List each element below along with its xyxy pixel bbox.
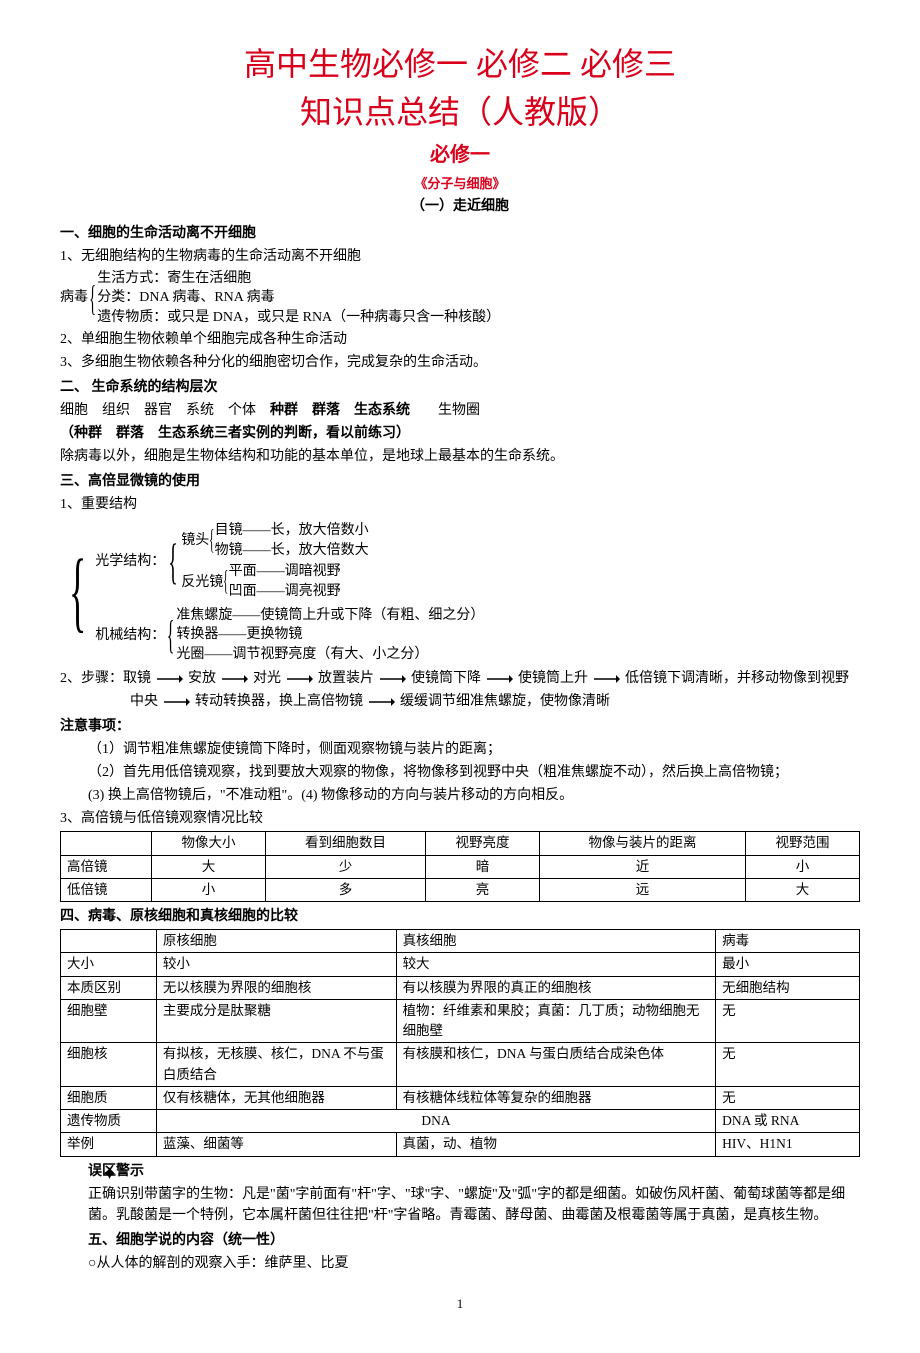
steps-line2: 中央 转动转换器，换上高倍物镜 缓缓调节细准焦螺旋，使物像清晰	[60, 691, 860, 712]
table-cell-compare: 原核细胞真核细胞病毒 大小较小较大最小 本质区别无以核膜为界限的细胞核有以核膜为…	[60, 929, 860, 1157]
mirror-label: 反光镜	[181, 562, 223, 601]
s2-tail: 生物圈	[410, 403, 480, 418]
arrow-icon	[157, 674, 183, 684]
optical-label: 光学结构：	[95, 519, 165, 603]
brace-icon: {	[69, 517, 86, 666]
s5-p1: ○从人体的解剖的观察入手：维萨里、比夏	[60, 1253, 860, 1274]
section5-head: 五、细胞学说的内容（统一性）	[60, 1230, 860, 1251]
table-magnification: 物像大小 看到细胞数目 视野亮度 物像与装片的距离 视野范围 高倍镜大少暗近小 …	[60, 831, 860, 902]
table-row: 细胞质仅有核糖体，无其他细胞器有核糖体线粒体等复杂的细胞器无	[61, 1086, 860, 1109]
arrow-icon	[222, 674, 248, 684]
s1-p1: 1、无细胞结构的生物病毒的生命活动离不开细胞	[60, 246, 860, 267]
mirror-b: 凹面——调亮视野	[229, 582, 341, 602]
notice-head: 注意事项：	[60, 716, 860, 737]
lens-label: 镜头	[181, 521, 209, 560]
table-row: 低倍镜小多亮远大	[61, 878, 860, 901]
brace-icon: {	[89, 269, 96, 328]
virus-label: 病毒	[60, 269, 88, 328]
brace-icon: {	[209, 521, 214, 560]
table-row: 遗传物质DNADNA 或 RNA	[61, 1110, 860, 1133]
section3-head: 三、高倍显微镜的使用	[60, 471, 860, 492]
mirror-a: 平面——调暗视野	[229, 562, 341, 582]
arrow-icon	[369, 697, 395, 707]
arrow-icon	[594, 674, 620, 684]
arrow-icon	[487, 674, 513, 684]
arrow-icon	[164, 697, 190, 707]
structure-block: { 光学结构： { 镜头 { 目镜——长，放大倍数小 物镜——长，放大倍数大 反…	[60, 517, 860, 666]
s2-line: 细胞 组织 器官 系统 个体 种群 群落 生态系统 生物圈	[60, 400, 860, 421]
mech-label: 机械结构：	[95, 606, 165, 665]
lens-a: 目镜——长，放大倍数小	[215, 521, 369, 541]
table-row: 细胞壁主要成分是肽聚糖植物：纤维素和果胶；真菌：几丁质；动物细胞无细胞壁无	[61, 999, 860, 1043]
n2: （2）首先用低倍镜观察，找到要放大观察的物像，将物像移到视野中央（粗准焦螺旋不动…	[60, 762, 860, 783]
arrow-icon	[380, 674, 406, 684]
brace-icon: {	[168, 519, 178, 603]
mech-c: 光圈——调节视野亮度（有大、小之分）	[176, 645, 484, 665]
s1-p2: 2、单细胞生物依赖单个细胞完成各种生命活动	[60, 329, 860, 350]
section4-head: 四、病毒、原核细胞和真核细胞的比较	[60, 906, 860, 927]
n1: （1）调节粗准焦螺旋使镜筒下降时，侧面观察物镜与装片的距离；	[60, 739, 860, 760]
s1-p3: 3、多细胞生物依赖各种分化的细胞密切合作，完成复杂的生命活动。	[60, 352, 860, 373]
steps-line1: 2、步骤：取镜 安放 对光 放置装片 使镜筒下降 使镜筒上升 低倍镜下调清晰，并…	[60, 668, 860, 689]
s3-p1: 1、重要结构	[60, 494, 860, 515]
table-row: 大小较小较大最小	[61, 953, 860, 976]
s2-line-a: 细胞 组织 器官 系统 个体	[60, 403, 270, 418]
warn-head: 误区警示	[60, 1161, 860, 1182]
title-sub: 必修一	[60, 140, 860, 170]
mech-b: 转换器——更换物镜	[176, 625, 484, 645]
table-row: 举例蓝藻、细菌等真菌，动、植物HIV、H1N1	[61, 1133, 860, 1156]
brace-icon: {	[167, 606, 175, 665]
section1-head: 一、细胞的生命活动离不开细胞	[60, 223, 860, 244]
title-line2: 知识点总结（人教版）	[60, 88, 860, 136]
brace-icon: {	[223, 562, 228, 601]
s2-note: （种群 群落 生态系统三者实例的判断，看以前练习）	[60, 423, 860, 444]
virus-block: 病毒 { 生活方式：寄生在活细胞 分类：DNA 病毒、RNA 病毒 遗传物质：或…	[60, 269, 860, 328]
star-icon: ✦	[102, 1161, 117, 1188]
table-row: 原核细胞真核细胞病毒	[61, 930, 860, 953]
s2-bold: 种群 群落 生态系统	[270, 403, 410, 418]
table-row: 本质区别无以核膜为界限的细胞核有以核膜为界限的真正的细胞核无细胞结构	[61, 976, 860, 999]
page-number: 1	[60, 1294, 860, 1314]
virus-c: 遗传物质：或只是 DNA，或只是 RNA（一种病毒只含一种核酸）	[97, 308, 500, 328]
lens-b: 物镜——长，放大倍数大	[215, 541, 369, 561]
section2-head: 二、 生命系统的结构层次	[60, 377, 860, 398]
table-row: 物像大小 看到细胞数目 视野亮度 物像与装片的距离 视野范围	[61, 832, 860, 855]
title-book: 《分子与细胞》	[60, 174, 860, 194]
s3-p3: 3、高倍镜与低倍镜观察情况比较	[60, 808, 860, 829]
warn-body: 正确识别带菌字的生物：凡是"菌"字前面有"杆"字、"球"字、"螺旋"及"弧"字的…	[60, 1184, 860, 1226]
s2-p: 除病毒以外，细胞是生物体结构和功能的基本单位，是地球上最基本的生命系统。	[60, 446, 860, 467]
n3: (3) 换上高倍物镜后，"不准动粗"。(4) 物像移动的方向与装片移动的方向相反…	[60, 785, 860, 806]
table-row: 高倍镜大少暗近小	[61, 855, 860, 878]
virus-b: 分类：DNA 病毒、RNA 病毒	[97, 288, 500, 308]
title-line1: 高中生物必修一 必修二 必修三	[60, 40, 860, 88]
arrow-icon	[287, 674, 313, 684]
mech-a: 准焦螺旋——使镜筒上升或下降（有粗、细之分）	[176, 606, 484, 626]
title-chapter: （一）走近细胞	[60, 196, 860, 217]
table-row: 细胞核有拟核，无核膜、核仁，DNA 不与蛋白质结合有核膜和核仁，DNA 与蛋白质…	[61, 1043, 860, 1087]
virus-a: 生活方式：寄生在活细胞	[97, 269, 500, 289]
